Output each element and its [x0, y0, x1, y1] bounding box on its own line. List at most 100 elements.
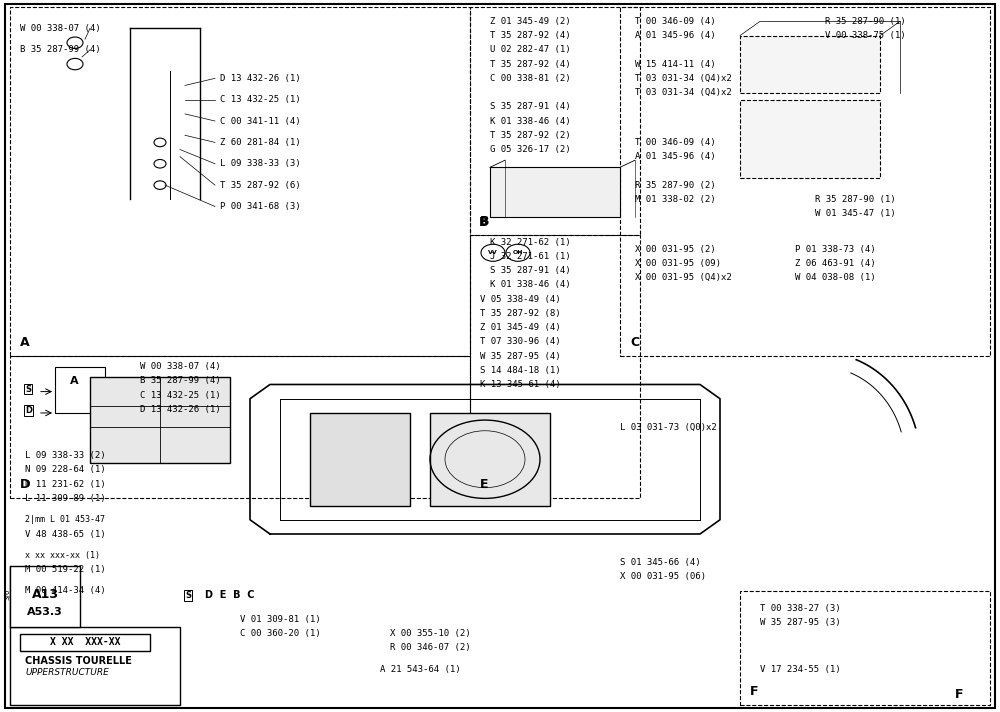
Text: D: D	[20, 478, 30, 491]
Text: A 01 345-96 (4): A 01 345-96 (4)	[635, 152, 716, 161]
Text: W 15 414-11 (4): W 15 414-11 (4)	[635, 60, 716, 68]
Text: S 35 287-91 (4): S 35 287-91 (4)	[490, 103, 571, 111]
Text: N 09 228-64 (1): N 09 228-64 (1)	[25, 466, 106, 474]
Text: T 35 287-92 (4): T 35 287-92 (4)	[490, 60, 571, 68]
Text: G 05 326-17 (2): G 05 326-17 (2)	[490, 145, 571, 154]
Text: D  E  B  C: D E B C	[205, 590, 254, 600]
Bar	[740, 591, 990, 705]
Text: F: F	[750, 685, 759, 698]
Text: L 09 338-33 (3): L 09 338-33 (3)	[220, 159, 301, 168]
Bar	[430, 413, 550, 506]
Bar	[10, 566, 80, 627]
Text: Z 01 345-49 (4): Z 01 345-49 (4)	[480, 323, 561, 332]
Text: S 01 345-66 (4): S 01 345-66 (4)	[620, 558, 701, 567]
Text: W 35 287-95 (4): W 35 287-95 (4)	[480, 352, 561, 360]
Text: X 00 355-10 (2): X 00 355-10 (2)	[390, 629, 471, 638]
Text: A: A	[20, 336, 30, 349]
Text: C 13 432-25 (1): C 13 432-25 (1)	[140, 391, 221, 399]
Text: X 00 031-95 (2): X 00 031-95 (2)	[635, 245, 716, 253]
Text: X 00 031-95 (09): X 00 031-95 (09)	[635, 259, 721, 268]
Text: X 00 031-95 (Q4)x2: X 00 031-95 (Q4)x2	[635, 273, 732, 282]
Text: T 03 031-34 (Q4)x2: T 03 031-34 (Q4)x2	[635, 88, 732, 97]
Text: T 35 287-92 (6): T 35 287-92 (6)	[220, 181, 301, 189]
Text: L 09 338-33 (2): L 09 338-33 (2)	[25, 451, 106, 460]
Text: T 00 346-09 (4): T 00 346-09 (4)	[635, 138, 716, 147]
Text: S: S	[25, 384, 31, 394]
Bar	[620, 7, 990, 356]
Text: T 03 031-34 (Q4)x2: T 03 031-34 (Q4)x2	[635, 74, 732, 83]
Text: V 17 234-55 (1): V 17 234-55 (1)	[760, 665, 841, 674]
Text: Z 60 281-84 (1): Z 60 281-84 (1)	[220, 138, 301, 147]
Text: J 32 271-61 (1): J 32 271-61 (1)	[490, 252, 571, 261]
Bar	[470, 7, 640, 235]
Text: A 01 345-96 (4): A 01 345-96 (4)	[635, 31, 716, 40]
Bar	[470, 235, 640, 498]
Text: 2|mm L 01 453-47: 2|mm L 01 453-47	[25, 515, 105, 524]
Text: L 03 031-73 (Q0)x2: L 03 031-73 (Q0)x2	[620, 423, 717, 431]
Text: B: B	[480, 215, 490, 228]
Text: M 01 338-02 (2): M 01 338-02 (2)	[635, 195, 716, 204]
Text: M 00 519-22 (1): M 00 519-22 (1)	[25, 565, 106, 574]
Text: C 00 338-81 (2): C 00 338-81 (2)	[490, 74, 571, 83]
Bar	[10, 7, 470, 356]
Text: A 21 543-64 (1): A 21 543-64 (1)	[380, 665, 461, 674]
Text: R 00 346-07 (2): R 00 346-07 (2)	[390, 644, 471, 652]
Text: K 01 338-46 (4): K 01 338-46 (4)	[490, 281, 571, 289]
Bar	[310, 413, 410, 506]
Text: M 00 414-34 (4): M 00 414-34 (4)	[25, 587, 106, 595]
Text: T 35 287-92 (4): T 35 287-92 (4)	[490, 31, 571, 40]
Text: C 00 360-20 (1): C 00 360-20 (1)	[240, 629, 321, 638]
Text: V 01 309-81 (1): V 01 309-81 (1)	[240, 615, 321, 624]
Bar	[55, 367, 105, 413]
Text: S 35 287-91 (4): S 35 287-91 (4)	[490, 266, 571, 275]
Text: R 35 287-90 (1): R 35 287-90 (1)	[815, 195, 896, 204]
Text: Z 06 463-91 (4): Z 06 463-91 (4)	[795, 259, 876, 268]
Bar	[10, 627, 180, 705]
Text: V 00 338-75 (1): V 00 338-75 (1)	[825, 31, 906, 40]
Text: D: D	[25, 406, 32, 415]
Text: T 00 346-09 (4): T 00 346-09 (4)	[635, 17, 716, 26]
Text: K 01 338-46 (4): K 01 338-46 (4)	[490, 117, 571, 125]
Text: W 01 345-47 (1): W 01 345-47 (1)	[815, 209, 896, 218]
Text: X XX  XXX-XX: X XX XXX-XX	[50, 637, 120, 647]
Text: T 00 338-27 (3): T 00 338-27 (3)	[760, 604, 841, 613]
Text: U 02 282-47 (1): U 02 282-47 (1)	[490, 46, 571, 54]
Text: OH: OH	[513, 250, 523, 256]
Text: K 32 271-62 (1): K 32 271-62 (1)	[490, 238, 571, 246]
Bar	[740, 36, 880, 93]
Text: P 00 341-68 (3): P 00 341-68 (3)	[220, 202, 301, 211]
Text: C 13 432-25 (1): C 13 432-25 (1)	[220, 95, 301, 104]
Text: W 04 038-08 (1): W 04 038-08 (1)	[795, 273, 876, 282]
Bar	[740, 100, 880, 178]
Text: D 11 231-62 (1): D 11 231-62 (1)	[25, 480, 106, 488]
Text: T 07 330-96 (4): T 07 330-96 (4)	[480, 337, 561, 346]
Text: W 00 338-07 (4): W 00 338-07 (4)	[20, 24, 101, 33]
Text: C: C	[630, 336, 639, 349]
Text: VV: VV	[488, 250, 498, 256]
Bar	[90, 377, 230, 463]
Text: B: B	[479, 216, 488, 229]
Bar	[490, 167, 620, 217]
Text: W 00 338-07 (4): W 00 338-07 (4)	[140, 362, 221, 371]
Text: V 48 438-65 (1): V 48 438-65 (1)	[25, 530, 106, 538]
Bar	[20, 634, 150, 651]
Text: A53.3: A53.3	[27, 607, 63, 617]
Text: T 35 287-92 (2): T 35 287-92 (2)	[490, 131, 571, 140]
Text: S 14 484-18 (1): S 14 484-18 (1)	[480, 366, 561, 375]
Bar	[10, 356, 470, 498]
Text: S: S	[185, 591, 191, 600]
Text: B 35 287-99 (4): B 35 287-99 (4)	[20, 46, 101, 54]
Text: L 11 309-89 (1): L 11 309-89 (1)	[25, 494, 106, 503]
Text: F: F	[955, 688, 964, 701]
Text: R 35 287-90 (1): R 35 287-90 (1)	[825, 17, 906, 26]
Text: D 13 432-26 (1): D 13 432-26 (1)	[140, 405, 221, 414]
Text: E: E	[480, 478, 488, 491]
Text: V 05 338-49 (4): V 05 338-49 (4)	[480, 295, 561, 303]
Text: CHASSIS TOURELLE: CHASSIS TOURELLE	[25, 656, 132, 666]
Text: 3/6: 3/6	[4, 589, 10, 600]
Text: x xx xxx-xx (1): x xx xxx-xx (1)	[25, 551, 100, 560]
Text: T 35 287-92 (8): T 35 287-92 (8)	[480, 309, 561, 318]
Text: R 35 287-90 (2): R 35 287-90 (2)	[635, 181, 716, 189]
Text: A: A	[70, 377, 79, 387]
Text: X 00 031-95 (06): X 00 031-95 (06)	[620, 572, 706, 581]
